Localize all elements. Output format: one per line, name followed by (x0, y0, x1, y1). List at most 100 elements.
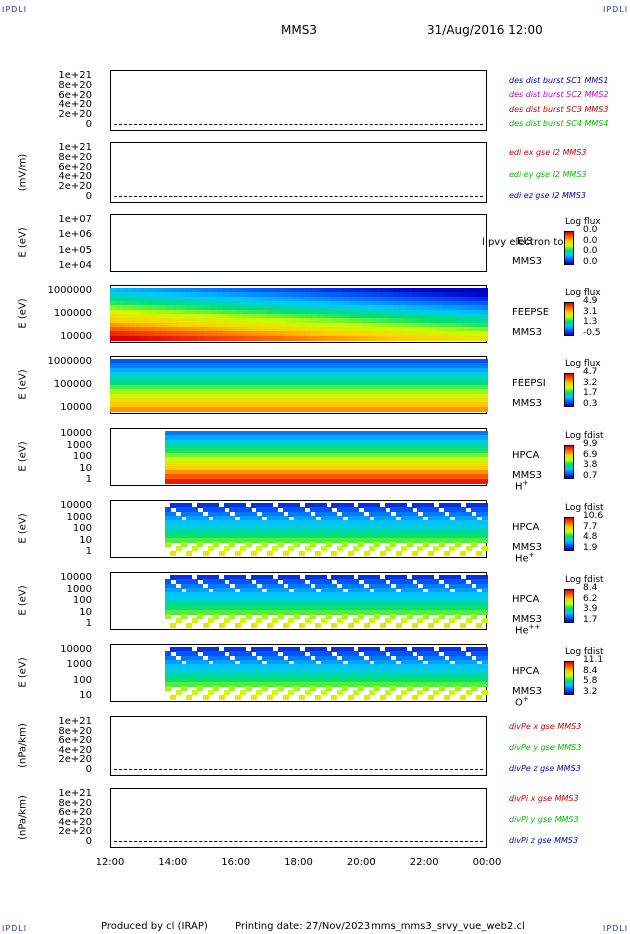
heatmap-cell (179, 380, 186, 386)
heatmap-cell (309, 503, 316, 508)
heatmap-cell (267, 359, 274, 364)
heatmap-cell (455, 376, 463, 382)
heatmap-cell (185, 301, 193, 306)
heatmap-cell (213, 503, 220, 508)
heatmap-cell (449, 474, 456, 480)
heatmap-cell (417, 393, 425, 399)
heatmap-cell (428, 461, 434, 467)
heatmap-cell (224, 664, 230, 670)
heatmap-cell (422, 478, 429, 484)
heatmap-cell (444, 452, 451, 458)
heatmap-cell (374, 439, 381, 445)
heatmap-cell (433, 470, 440, 475)
heatmap-cell (272, 681, 279, 687)
heatmap-cell (363, 520, 370, 526)
heatmap-cell (198, 288, 205, 293)
heatmap-cell (166, 335, 174, 341)
heatmap-cell (470, 575, 477, 580)
heatmap-cell (283, 673, 290, 678)
heatmap-cell (455, 335, 463, 341)
heatmap-cell (355, 380, 362, 386)
heatmap-cell (380, 363, 388, 369)
heatmap-cell (207, 677, 214, 683)
heatmap-cell (240, 651, 247, 657)
heatmap-cell (267, 520, 273, 526)
heatmap-cell (273, 314, 281, 319)
heatmap-cell (304, 367, 312, 373)
heatmap-cell (165, 609, 171, 615)
heatmap-cell (304, 474, 311, 480)
heatmap-cell (361, 288, 369, 293)
heatmap-cell (202, 533, 209, 539)
heatmap-cell (234, 579, 241, 585)
heatmap-cell (422, 668, 429, 674)
heatmap-cell (355, 393, 362, 399)
heatmap-cell (207, 470, 214, 475)
heatmap-cell (234, 465, 241, 471)
heatmap-cell (476, 478, 483, 484)
heatmap-cell (326, 651, 332, 657)
heatmap-cell (323, 385, 331, 390)
heatmap-cell (380, 318, 388, 324)
heatmap-cell (363, 596, 370, 602)
heatmap-cell (160, 314, 168, 319)
corner-label-top-left: IPDLI (2, 5, 28, 14)
heatmap-cell (122, 305, 130, 311)
heatmap-cell (254, 372, 262, 377)
heatmap-cell (443, 367, 450, 373)
heatmap-cell (480, 363, 488, 369)
heatmap-cell (288, 457, 295, 462)
heatmap-cell (293, 470, 300, 475)
heatmap-cell (436, 309, 444, 315)
heatmap-cell (411, 327, 419, 332)
heatmap-cell (160, 327, 168, 332)
heatmap-cell (175, 435, 182, 441)
heatmap-cell (261, 470, 268, 475)
heatmap-cell (385, 439, 391, 445)
x-tick-label: 20:00 (346, 857, 376, 868)
heatmap-cell (449, 367, 457, 373)
heatmap-cell (186, 435, 193, 441)
heatmap-cell (474, 318, 482, 324)
heatmap-cell (348, 305, 356, 311)
heatmap-cell (436, 335, 444, 341)
heatmap-cell (191, 322, 199, 328)
heatmap-cell (385, 647, 391, 652)
heatmap-cell (320, 668, 327, 674)
heatmap-cell (202, 668, 209, 674)
heatmap-cell (395, 431, 402, 436)
heatmap-cell (465, 668, 472, 674)
heatmap-cell (229, 393, 237, 399)
heatmap-cell (224, 668, 230, 674)
heatmap-cell (304, 389, 312, 395)
heatmap-cell (386, 372, 394, 377)
heatmap-cell (395, 677, 402, 683)
heatmap-cell (361, 402, 369, 408)
heatmap-cell (405, 301, 413, 306)
heatmap-cell (261, 609, 268, 615)
heatmap-cell (224, 520, 230, 526)
heatmap-cell (240, 690, 247, 696)
heatmap-cell (476, 694, 483, 700)
heatmap-cell (191, 583, 198, 589)
heatmap-cell (331, 478, 338, 484)
heatmap-cell (390, 457, 397, 462)
heatmap-cell (444, 673, 451, 678)
heatmap-cell (380, 288, 388, 293)
heatmap-cell (454, 452, 461, 458)
heatmap-cell (277, 542, 284, 547)
heatmap-cell (197, 503, 204, 508)
heatmap-cell (241, 398, 249, 403)
heatmap-cell (293, 461, 300, 467)
heatmap-cell (449, 435, 456, 441)
heatmap-cell (428, 448, 434, 454)
heatmap-cell (380, 380, 388, 386)
heatmap-cell (392, 335, 400, 341)
heatmap-cell (315, 520, 322, 526)
heatmap-cell (267, 335, 274, 341)
heatmap-cell (293, 596, 300, 602)
heatmap-cell (342, 651, 349, 657)
heatmap-cell (474, 305, 482, 311)
heatmap-cell (320, 579, 327, 585)
heatmap-cell (401, 592, 408, 598)
